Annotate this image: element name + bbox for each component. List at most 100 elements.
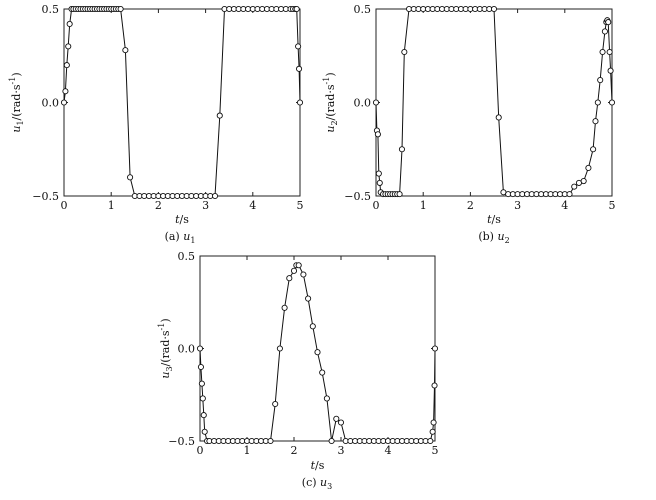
data-point	[296, 65, 303, 72]
data-point	[590, 146, 597, 153]
y-axis-label-close: )	[10, 72, 23, 76]
y-tick-label: −0.5	[168, 435, 195, 448]
y-tick-label: 0.0	[42, 97, 60, 110]
data-point	[286, 275, 293, 282]
chart-panel-1: 0 1 2 3 4 5−0.50.00.5t/su1/(rad·s-1)(a) u1	[8, 3, 304, 245]
y-axis-label: u1/(rad·s-1)	[8, 72, 25, 132]
data-point	[211, 192, 219, 200]
y-tick-label: −0.5	[344, 190, 371, 203]
x-tick-label: 1	[420, 199, 427, 212]
data-point	[201, 428, 208, 435]
series-line	[63, 8, 301, 197]
x-axis-label-var: t	[175, 213, 180, 226]
data-point	[429, 428, 436, 435]
y-axis-label: u2/(rad·s-1)	[322, 72, 339, 132]
data-point	[427, 437, 434, 445]
data-point	[594, 99, 601, 106]
panel-caption-prefix: (b)	[478, 230, 497, 243]
y-tick-label: 0.0	[178, 343, 196, 356]
data-point	[430, 419, 437, 426]
x-tick-label: 1	[108, 199, 115, 212]
x-tick-label: 4	[561, 199, 568, 212]
data-point	[295, 262, 302, 269]
data-point	[293, 5, 300, 13]
data-point	[199, 395, 206, 402]
data-point	[372, 99, 380, 106]
data-point	[66, 20, 73, 28]
data-point	[267, 437, 274, 445]
data-point	[566, 191, 573, 198]
y-axis-label: u3/(rad·s-1)	[157, 318, 174, 378]
data-point	[127, 174, 134, 181]
x-axis-label-unit: /s	[315, 459, 325, 472]
data-point	[197, 363, 204, 371]
panel-caption-sub: 1	[190, 236, 195, 245]
panel-caption: (a) u1	[165, 230, 196, 245]
x-tick-label: 0	[373, 199, 380, 212]
y-axis-label-sub: 1	[16, 120, 25, 125]
panel-caption-var: u	[497, 230, 504, 243]
data-point	[375, 170, 382, 177]
y-axis-label-unit: /(rad·s	[324, 84, 337, 120]
panel-caption-prefix: (c)	[302, 476, 320, 489]
data-point	[396, 191, 403, 198]
x-axis-label: t/s	[175, 213, 189, 226]
data-point	[65, 43, 72, 50]
y-axis-label-exp: -1	[322, 77, 331, 85]
x-tick-label: 0	[197, 444, 204, 457]
panel-caption: (b) u2	[478, 230, 509, 245]
data-point	[599, 48, 606, 56]
data-point	[431, 382, 438, 389]
data-point	[276, 345, 283, 352]
data-point	[216, 112, 223, 119]
y-axis-label-exp: -1	[157, 323, 166, 331]
plot-frame	[63, 8, 301, 197]
data-point	[309, 323, 316, 330]
data-point	[122, 47, 129, 54]
data-point	[272, 400, 279, 408]
data-point	[398, 146, 406, 153]
data-point	[571, 183, 578, 190]
plot-frame	[375, 8, 613, 197]
data-point	[305, 295, 312, 302]
x-axis-label: t/s	[487, 213, 501, 226]
data-point	[601, 28, 608, 35]
y-tick-label: 0.0	[354, 97, 372, 110]
panel-caption: (c) u3	[302, 476, 332, 491]
panel-caption-sub: 2	[505, 236, 510, 245]
x-tick-label: 3	[202, 199, 209, 212]
data-point	[376, 179, 383, 186]
x-tick-label: 0	[61, 199, 68, 212]
y-axis-label-var: u	[324, 126, 337, 133]
x-tick-label: 5	[609, 199, 616, 212]
x-tick-label: 2	[467, 199, 474, 212]
data-point	[374, 131, 381, 138]
x-axis-label: t/s	[311, 459, 325, 472]
x-tick-label: 5	[297, 199, 304, 212]
data-point	[585, 164, 592, 171]
series-line	[375, 8, 613, 195]
x-axis-label-var: t	[311, 459, 316, 472]
data-point	[490, 5, 498, 13]
panel-caption-prefix: (a)	[165, 230, 184, 243]
data-point	[300, 271, 307, 278]
x-tick-label: 3	[514, 199, 521, 212]
x-tick-label: 2	[155, 199, 162, 212]
data-point	[606, 48, 613, 56]
data-point	[281, 304, 288, 311]
x-axis-label-var: t	[487, 213, 492, 226]
data-point	[319, 369, 326, 376]
x-tick-label: 4	[385, 444, 392, 457]
data-point	[592, 118, 599, 125]
data-point	[607, 67, 614, 74]
data-point	[290, 267, 298, 274]
y-axis-label-var: u	[10, 126, 23, 133]
y-tick-label: −0.5	[32, 190, 59, 203]
data-point	[328, 437, 335, 445]
y-tick-label: 0.5	[354, 3, 372, 16]
y-axis-label-var: u	[159, 372, 172, 379]
data-point	[198, 380, 205, 387]
y-tick-label: 0.5	[178, 250, 196, 263]
panel-caption-var: u	[183, 230, 190, 243]
